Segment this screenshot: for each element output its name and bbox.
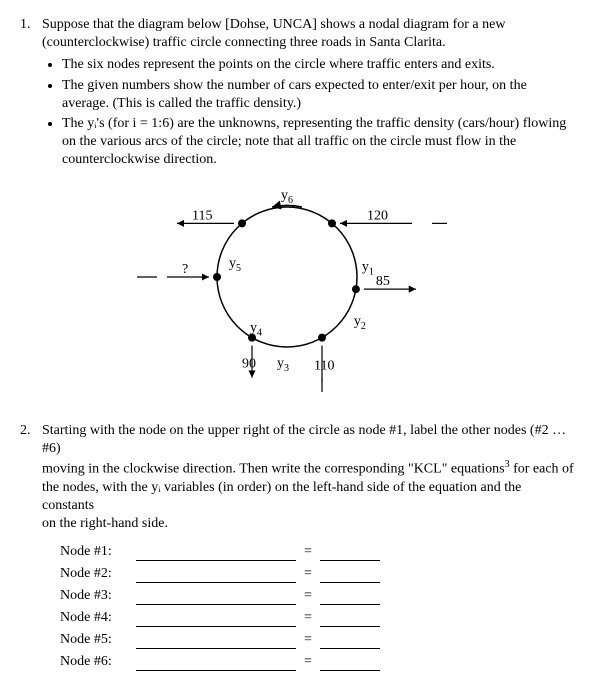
eq-4: = — [302, 609, 314, 627]
q1-bullets: The six nodes represent the points on th… — [42, 56, 574, 169]
node-label-3: Node #3: — [60, 587, 130, 605]
q1-number: 1. — [20, 16, 42, 172]
q1-bullet-2: The given numbers show the number of car… — [62, 77, 574, 113]
q1-bullet-3: The yᵢ's (for i = 1:6) are the unknowns,… — [62, 115, 574, 170]
svg-text:?: ? — [182, 262, 188, 277]
rhs-blank-2[interactable] — [320, 568, 380, 583]
answer-row-3: Node #3: = — [60, 587, 574, 605]
svg-text:120: 120 — [367, 208, 388, 223]
svg-text:y1: y1 — [362, 259, 374, 277]
q1-body: Suppose that the diagram below [Dohse, U… — [42, 16, 574, 172]
question-1: 1. Suppose that the diagram below [Dohse… — [20, 16, 574, 172]
q2-line3: the nodes, with the yᵢ variables (in ord… — [42, 479, 574, 515]
svg-text:y6: y6 — [281, 188, 293, 206]
lhs-blank-4[interactable] — [136, 612, 296, 627]
diagram-svg: 1208511090?115y6y1y2y3y4y5 — [117, 182, 477, 392]
eq-5: = — [302, 631, 314, 649]
q2-line1: Starting with the node on the upper righ… — [42, 423, 566, 456]
q2-line2a: moving in the clockwise direction. Then … — [42, 462, 505, 477]
node-label-2: Node #2: — [60, 565, 130, 583]
answer-row-4: Node #4: = — [60, 609, 574, 627]
q2-number: 2. — [20, 422, 42, 534]
q1-bullet-1: The six nodes represent the points on th… — [62, 56, 574, 74]
rhs-blank-4[interactable] — [320, 612, 380, 627]
q2-line4: on the right-hand side. — [42, 515, 574, 533]
svg-text:110: 110 — [314, 358, 334, 373]
answer-row-5: Node #5: = — [60, 631, 574, 649]
rhs-blank-3[interactable] — [320, 590, 380, 605]
svg-text:90: 90 — [242, 356, 256, 371]
q1-intro-line2: (counterclockwise) traffic circle connec… — [42, 34, 574, 52]
lhs-blank-1[interactable] — [136, 546, 296, 561]
rhs-blank-6[interactable] — [320, 656, 380, 671]
question-2: 2. Starting with the node on the upper r… — [20, 422, 574, 534]
q2-body: Starting with the node on the upper righ… — [42, 422, 574, 534]
rhs-blank-5[interactable] — [320, 634, 380, 649]
q2-line2b: for each of — [510, 462, 574, 477]
node-label-6: Node #6: — [60, 653, 130, 671]
eq-1: = — [302, 543, 314, 561]
lhs-blank-6[interactable] — [136, 656, 296, 671]
answer-table: Node #1: = Node #2: = Node #3: = Node #4… — [60, 543, 574, 671]
lhs-blank-2[interactable] — [136, 568, 296, 583]
rhs-blank-1[interactable] — [320, 546, 380, 561]
traffic-circle-diagram: 1208511090?115y6y1y2y3y4y5 — [20, 182, 574, 392]
answer-row-1: Node #1: = — [60, 543, 574, 561]
svg-text:115: 115 — [192, 208, 212, 223]
lhs-blank-5[interactable] — [136, 634, 296, 649]
eq-3: = — [302, 587, 314, 605]
node-label-4: Node #4: — [60, 609, 130, 627]
node-label-1: Node #1: — [60, 543, 130, 561]
eq-6: = — [302, 653, 314, 671]
eq-2: = — [302, 565, 314, 583]
svg-text:y5: y5 — [229, 256, 241, 274]
q1-intro-line1: Suppose that the diagram below [Dohse, U… — [42, 16, 574, 34]
node-label-5: Node #5: — [60, 631, 130, 649]
svg-text:y2: y2 — [354, 314, 366, 332]
answer-row-2: Node #2: = — [60, 565, 574, 583]
lhs-blank-3[interactable] — [136, 590, 296, 605]
svg-text:y3: y3 — [277, 356, 289, 374]
svg-text:85: 85 — [376, 274, 390, 289]
answer-row-6: Node #6: = — [60, 653, 574, 671]
